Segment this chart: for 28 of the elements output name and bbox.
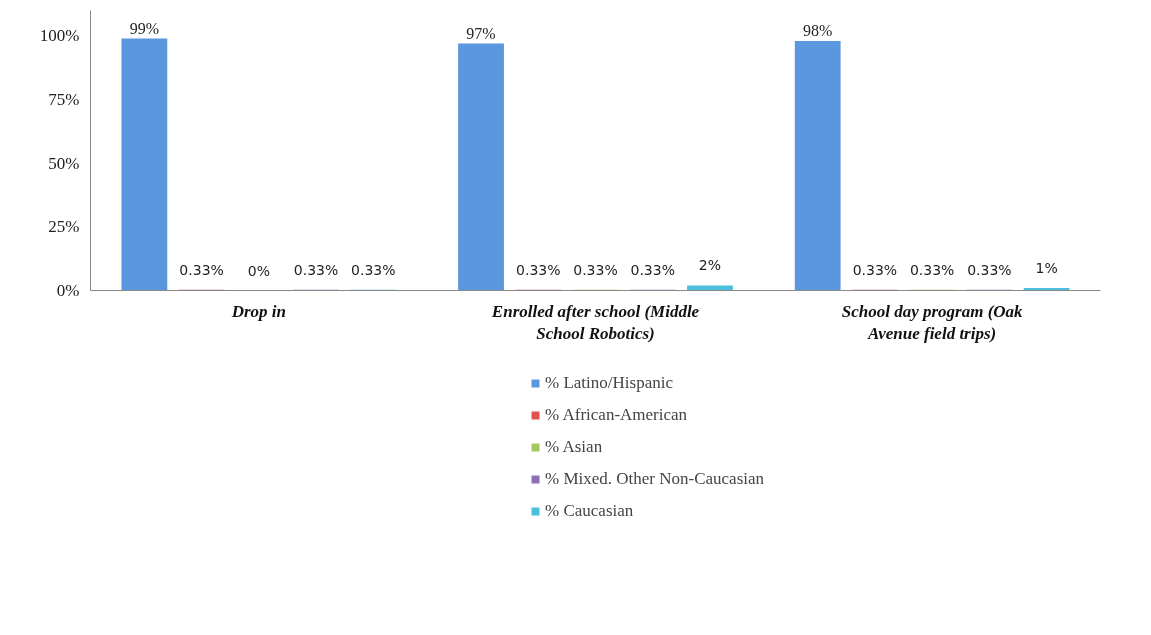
y-tick-label: 25% <box>48 217 80 237</box>
data-label: 98% <box>803 22 833 40</box>
data-label: 0.33% <box>573 261 618 278</box>
y-tick-label: 100% <box>39 26 80 46</box>
data-label: 0.33% <box>967 261 1012 278</box>
y-tick-label: 75% <box>48 90 80 110</box>
legend-label: % Asian <box>545 437 603 457</box>
data-label: 0.33% <box>909 261 955 278</box>
data-label: 1% <box>1035 259 1058 276</box>
data-label: 97% <box>466 24 496 42</box>
x-tick-label: Enrolled after school (Middle School Robotics) <box>490 301 700 344</box>
legend-label: % Latino/Hispanic <box>545 373 673 393</box>
legend-label: % Mixed. Other Non-Caucasian <box>545 469 765 489</box>
y-tick-label: 50% <box>48 153 80 173</box>
data-label: 0% <box>247 262 270 279</box>
legend-label: % African-American <box>545 405 688 425</box>
y-tick-label: 0% <box>56 281 80 300</box>
data-label: 99% <box>129 19 160 37</box>
x-tick-label: Drop in <box>230 301 286 321</box>
data-label: 0.33% <box>852 261 898 278</box>
legend-label: % Caucasian <box>545 501 634 521</box>
x-tick-label: School day program (Oak Avenue field trips) <box>841 301 1024 344</box>
data-label: 2% <box>698 257 722 274</box>
data-label: 0.33% <box>351 261 396 278</box>
data-label: 0.33% <box>293 261 339 278</box>
data-label: 0.33% <box>179 261 224 278</box>
data-label: 0.33% <box>516 261 561 278</box>
data-label: 0.33% <box>630 261 675 278</box>
